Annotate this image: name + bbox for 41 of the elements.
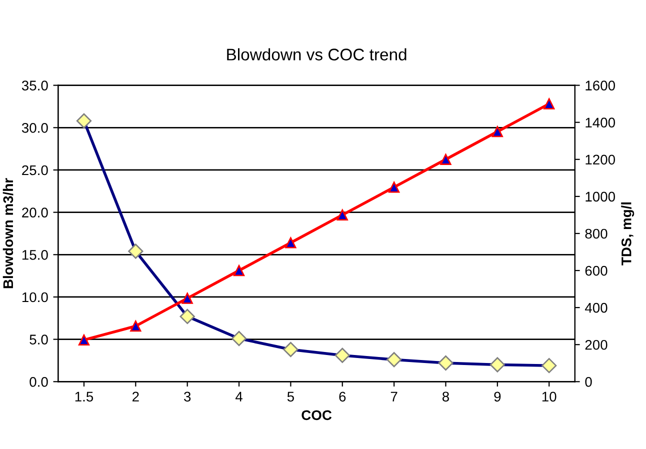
y2-tick-label: 200 <box>585 340 608 350</box>
y-tick-label: 15.0 <box>22 250 48 260</box>
point <box>233 264 245 276</box>
x-tick-label: 1.5 <box>75 392 94 402</box>
point <box>336 209 348 221</box>
y2-tick-label: 1600 <box>586 80 616 90</box>
y-tick-label: 0.0 <box>30 376 48 387</box>
x-tick-label: 5 <box>287 392 294 402</box>
point <box>544 98 555 110</box>
y-tick-label: 10.0 <box>22 292 48 302</box>
point <box>440 154 452 165</box>
x-tick-label: 2 <box>132 392 139 402</box>
y-tick-label: 25.0 <box>22 165 48 176</box>
y2-tick-label: 800 <box>585 228 608 239</box>
x-tick-label: 4 <box>235 392 242 402</box>
chart-title: Blowdown vs COC trend <box>227 48 406 60</box>
point <box>130 320 142 332</box>
y-tick-label: 5.0 <box>30 334 48 344</box>
y2-tick-label: 0 <box>585 376 592 387</box>
point <box>285 237 296 248</box>
x-tick-label: 3 <box>184 392 191 402</box>
y2-tick-label: 1000 <box>586 192 616 202</box>
y-tick-label: 30.0 <box>22 122 48 133</box>
point <box>492 126 503 138</box>
x-tick-label: 6 <box>339 392 346 402</box>
x-tick-label: 7 <box>390 392 398 402</box>
y2-tick-label: 1400 <box>586 118 616 128</box>
y2-tick-label: 1200 <box>586 154 616 165</box>
x-tick-label: 8 <box>442 392 449 402</box>
y-axis-title: Blowdown m3/hr <box>2 178 14 288</box>
y2-axis-title: TDS, mg/l <box>621 202 634 266</box>
point <box>182 292 193 304</box>
x-tick-label: 10 <box>542 392 556 402</box>
y2-tick-label: 600 <box>585 266 608 276</box>
y-tick-label: 20.0 <box>22 208 48 218</box>
point <box>78 334 90 346</box>
point <box>388 182 400 193</box>
y2-tick-label: 400 <box>584 302 608 313</box>
x-tick-label: 9 <box>494 392 501 402</box>
x-axis-title: COC <box>302 410 332 420</box>
y-tick-label: 35.0 <box>22 80 48 90</box>
